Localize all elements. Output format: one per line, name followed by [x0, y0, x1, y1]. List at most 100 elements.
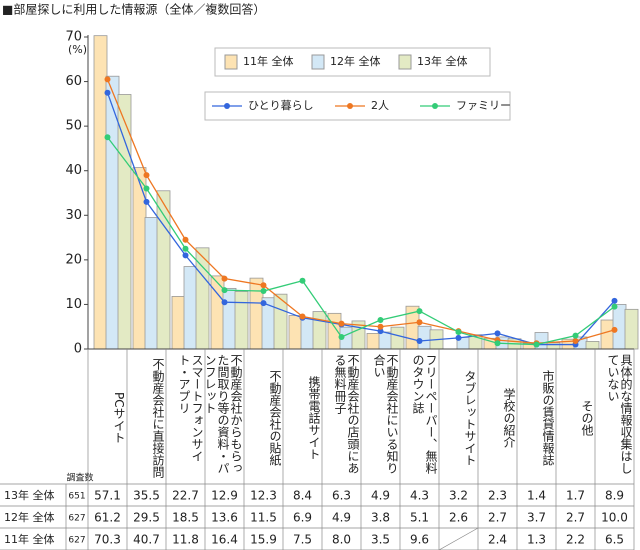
- point: [260, 282, 267, 289]
- chart-title: ■部屋探しに利用した情報源（全体／複数回答）: [2, 2, 265, 17]
- point: [611, 303, 618, 310]
- table-cell: 6.3: [332, 489, 351, 503]
- bar: [105, 75, 120, 350]
- x-tick-label: 不動産会社からもらった間取り等の資料・パンフレット: [207, 354, 242, 474]
- row-label: 12年 全体: [4, 510, 55, 524]
- legend-label: 2人: [371, 99, 389, 112]
- x-tick-label: フリーペーパー、無料のタウン誌: [411, 354, 437, 474]
- y-tick-label: 50: [65, 119, 82, 134]
- y-tick-label: 30: [65, 208, 82, 223]
- empty-cell: [438, 527, 479, 550]
- bar: [249, 277, 264, 350]
- legend-swatch: [398, 54, 412, 70]
- point: [533, 341, 540, 348]
- x-tick-label: 不動産会社にいる知り合い: [372, 354, 398, 474]
- bar: [171, 296, 186, 350]
- bar: [327, 312, 342, 350]
- bar: [624, 308, 639, 350]
- point: [182, 236, 189, 243]
- point: [143, 172, 150, 179]
- point: [104, 134, 111, 141]
- sample-size: 627: [68, 536, 85, 546]
- table-cell: 11.8: [172, 533, 199, 547]
- sample-size: 651: [68, 492, 85, 502]
- y-unit: (%): [68, 43, 87, 56]
- point: [377, 323, 384, 330]
- point: [455, 334, 462, 341]
- table-cell: 3.7: [527, 511, 546, 525]
- point: [572, 337, 579, 344]
- point: [494, 330, 501, 337]
- bar: [300, 317, 315, 350]
- table-cell: 61.2: [94, 511, 121, 525]
- point: [221, 287, 228, 294]
- bar: [195, 247, 210, 350]
- legend-marker: [224, 103, 230, 109]
- table-cell: 10.0: [601, 511, 628, 525]
- table-cell: 8.4: [293, 489, 312, 503]
- point: [611, 326, 618, 333]
- legend-label: 13年 全体: [417, 54, 468, 68]
- table-cell: 6.9: [293, 511, 312, 525]
- table-cell: 11.5: [250, 511, 277, 525]
- table-cell: 2.2: [566, 533, 585, 547]
- table-cell: 22.7: [172, 489, 199, 503]
- point: [455, 329, 462, 336]
- table-cell: 12.3: [250, 489, 277, 503]
- table-cell: 3.5: [371, 533, 390, 547]
- table-cell: 8.0: [332, 533, 351, 547]
- table-cell: 2.6: [449, 511, 468, 525]
- point: [416, 337, 423, 344]
- point: [377, 328, 384, 335]
- point: [299, 313, 306, 320]
- y-tick-label: 10: [65, 297, 82, 312]
- x-tick-label: PCサイト: [112, 392, 125, 444]
- x-tick-label: 市販の賃貸情報誌: [541, 370, 554, 466]
- bar: [390, 326, 405, 350]
- y-tick-label: 0: [74, 342, 82, 357]
- table-cell: 2.7: [566, 511, 585, 525]
- point: [416, 319, 423, 326]
- table-cell: 2.7: [488, 511, 507, 525]
- table-cell: 2.4: [488, 533, 507, 547]
- bar: [378, 331, 393, 350]
- row-label: 13年 全体: [4, 488, 55, 502]
- x-tick-label: 不動産会社に直接訪問: [151, 358, 164, 478]
- point: [221, 275, 228, 282]
- point: [221, 299, 228, 306]
- table-cell: 4.9: [371, 489, 390, 503]
- line: [106, 136, 615, 346]
- y-tick-label: 60: [65, 74, 82, 89]
- legend-label: 12年 全体: [330, 54, 381, 68]
- x-tick-label: 携帯電話サイト: [307, 376, 320, 460]
- table-cell: 3.2: [449, 489, 468, 503]
- table-cell: 1.4: [527, 489, 546, 503]
- x-tick-label: 具体的な情報収集はしていない: [606, 354, 632, 474]
- point: [299, 277, 306, 284]
- point: [260, 300, 267, 307]
- table-header: 調査数: [66, 472, 93, 484]
- table-cell: 8.9: [605, 489, 624, 503]
- bar: [183, 266, 198, 350]
- table-cell: 9.6: [410, 533, 429, 547]
- table-cell: 3.8: [371, 511, 390, 525]
- table-cell: 13.6: [211, 511, 238, 525]
- point: [143, 185, 150, 192]
- y-tick-label: 70: [65, 30, 82, 45]
- legend-swatch: [224, 54, 238, 70]
- x-tick-label: 不動産会社の貼紙: [268, 370, 281, 466]
- bar: [144, 217, 159, 350]
- legend-box: [214, 47, 491, 77]
- point: [416, 308, 423, 315]
- x-tick-label: タブレットサイト: [463, 370, 476, 466]
- table-cell: 16.4: [211, 533, 238, 547]
- bar: [222, 287, 237, 350]
- x-tick-label: 不動産会社の店頭にある無料冊子: [333, 354, 359, 474]
- point: [260, 288, 267, 295]
- bar: [312, 311, 327, 350]
- bar: [234, 291, 249, 350]
- table-cell: 5.1: [410, 511, 429, 525]
- x-tick-label: その他: [580, 400, 593, 436]
- table-cell: 1.7: [566, 489, 585, 503]
